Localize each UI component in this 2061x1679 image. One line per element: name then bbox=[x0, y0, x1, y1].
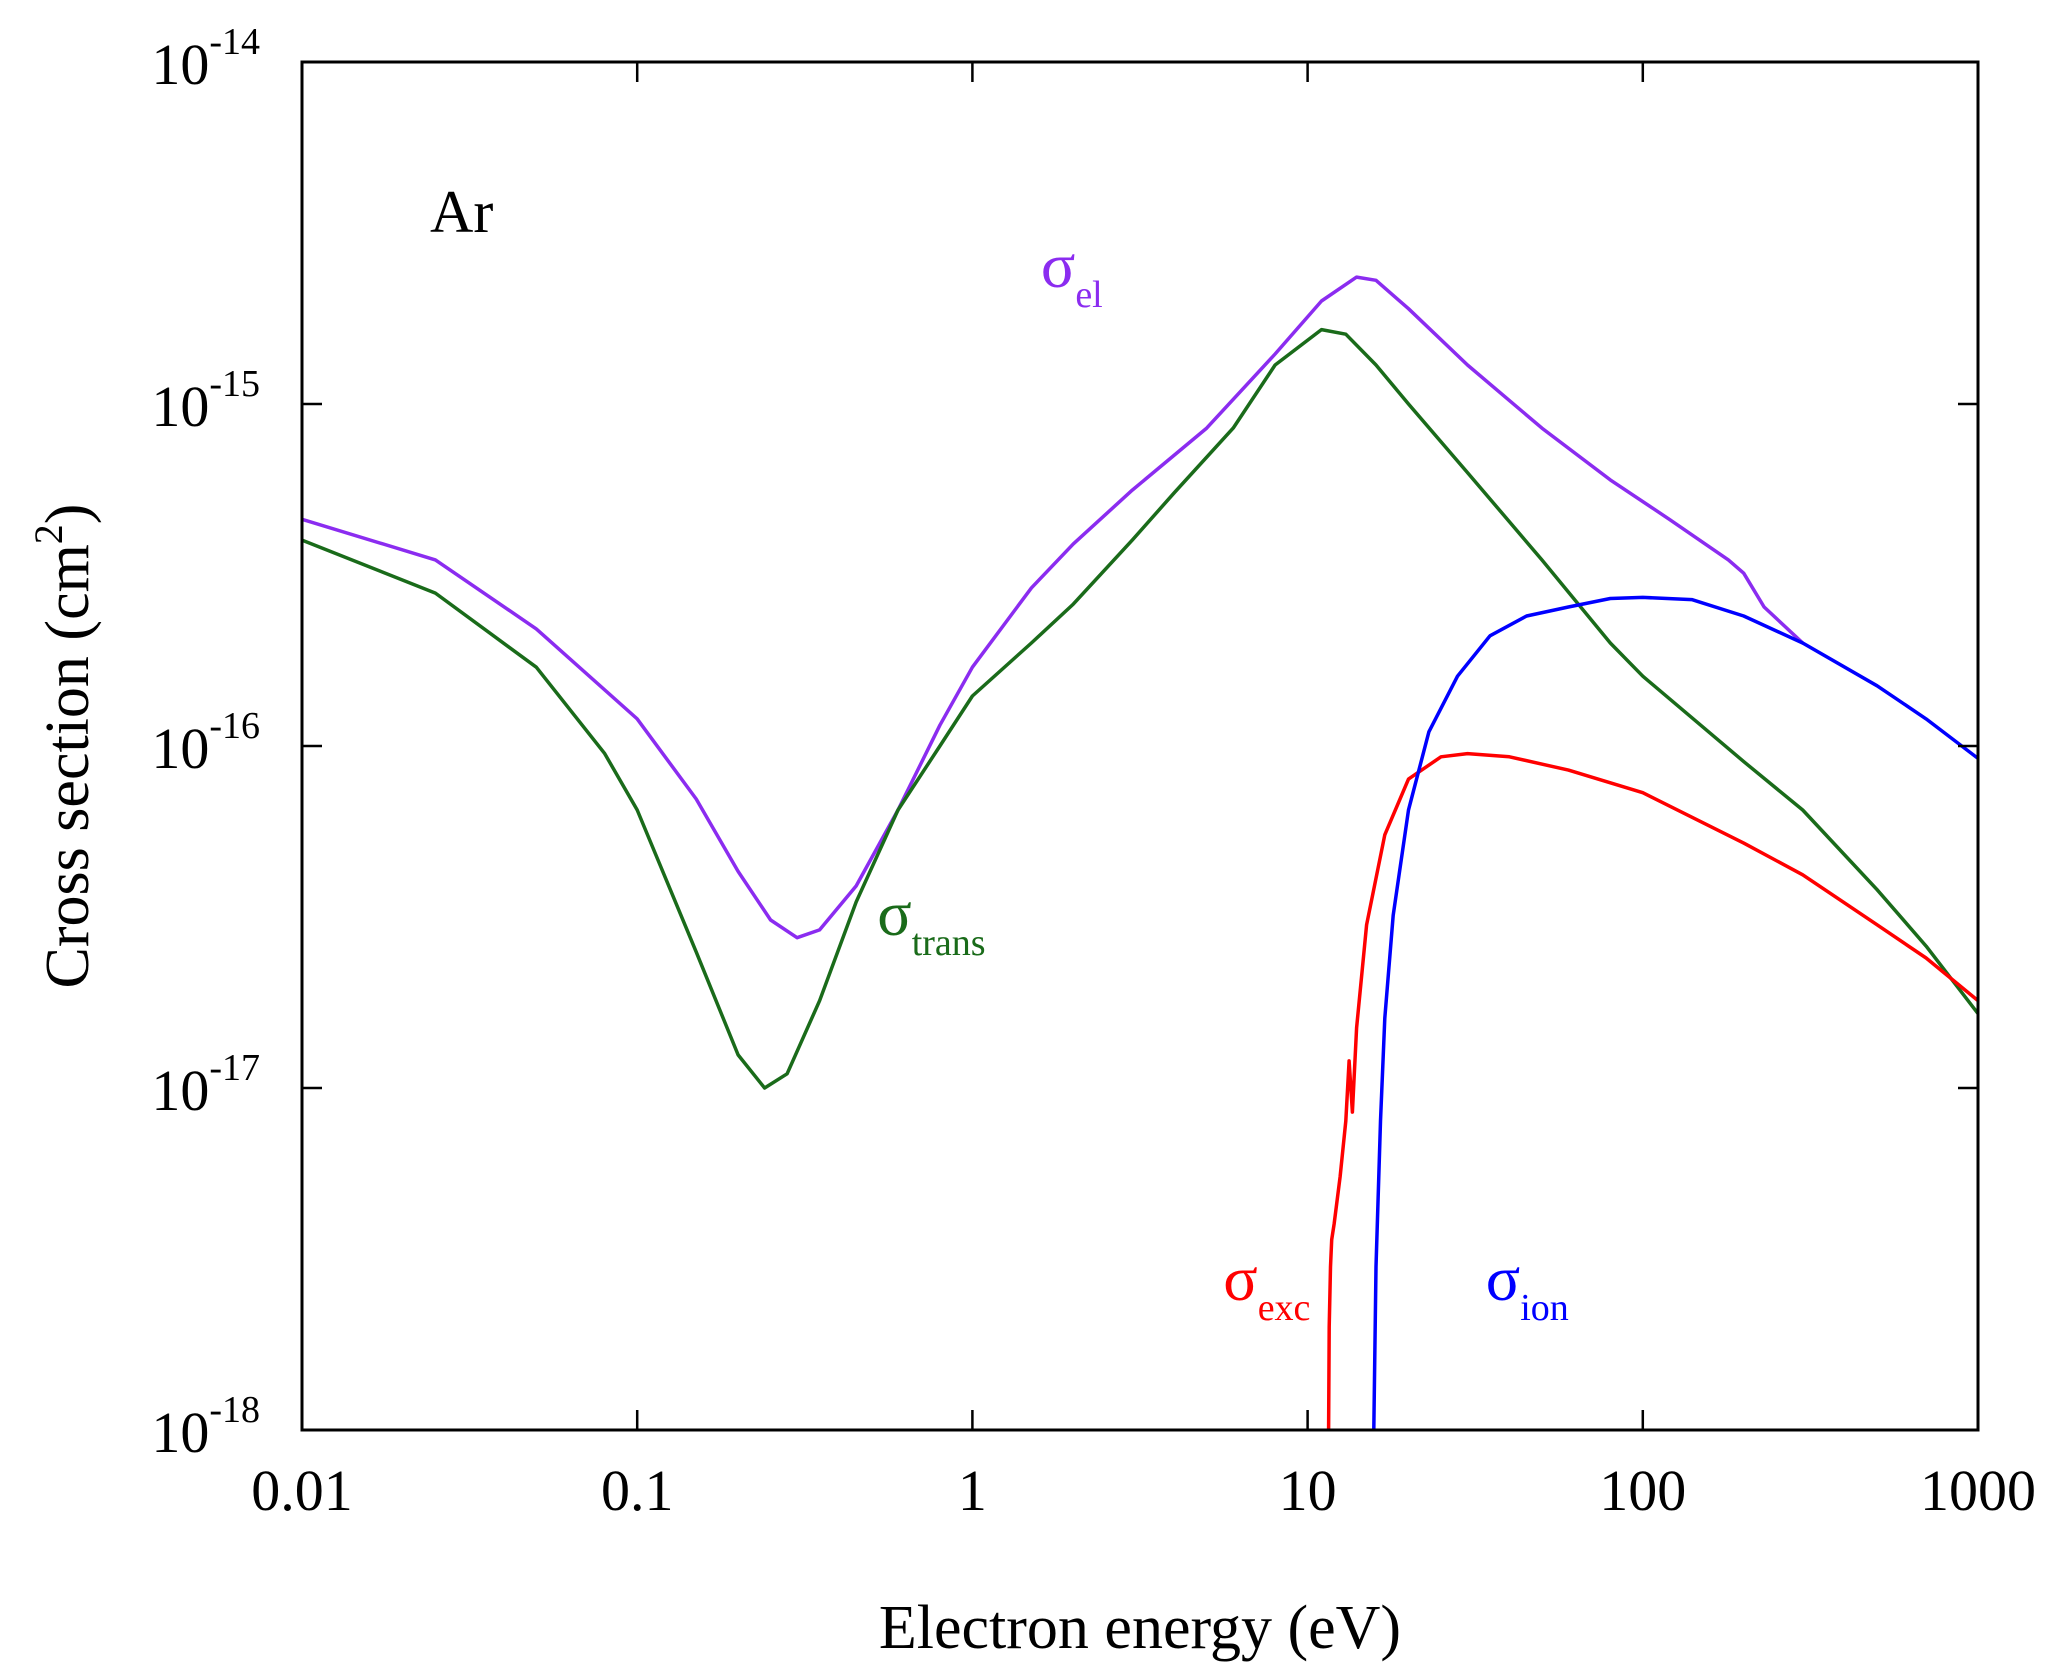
y-tick-label: 10-16 bbox=[151, 705, 260, 781]
y-tick-label: 10-15 bbox=[151, 363, 260, 439]
y-tick-exponent: -14 bbox=[209, 21, 260, 63]
x-tick-label: 0.1 bbox=[601, 1458, 674, 1523]
series-line-trans bbox=[302, 327, 1978, 1090]
y-tick-base: 10 bbox=[151, 716, 209, 781]
x-tick-label: 100 bbox=[1599, 1458, 1686, 1523]
series-label-ion: σion bbox=[1486, 1243, 1569, 1329]
y-tick-exponent: -18 bbox=[209, 1389, 260, 1431]
sigma-symbol: σ bbox=[1041, 230, 1076, 301]
x-tick-label: 1 bbox=[958, 1458, 987, 1523]
series-label-el: σel bbox=[1041, 230, 1103, 316]
x-tick-label: 0.01 bbox=[251, 1458, 353, 1523]
y-axis-title-close: ) bbox=[34, 504, 102, 525]
series-label-exc: σexc bbox=[1223, 1243, 1310, 1329]
gas-annotation: Ar bbox=[430, 179, 493, 245]
y-tick-base: 10 bbox=[151, 1058, 209, 1123]
series-lines bbox=[302, 275, 1978, 1430]
y-tick-base: 10 bbox=[151, 1400, 209, 1465]
series-subscript: ion bbox=[1520, 1287, 1569, 1329]
series-subscript: exc bbox=[1258, 1287, 1311, 1329]
y-axis-title-main: Cross section (cm bbox=[34, 544, 102, 988]
series-subscript: trans bbox=[912, 922, 986, 964]
series-line-el bbox=[302, 275, 1805, 940]
y-tick-exponent: -17 bbox=[209, 1047, 260, 1089]
y-axis-title-sup: 2 bbox=[26, 524, 71, 544]
y-tick-base: 10 bbox=[151, 32, 209, 97]
y-tick-base: 10 bbox=[151, 374, 209, 439]
sigma-symbol: σ bbox=[1223, 1243, 1258, 1314]
axis-ticks bbox=[302, 62, 1978, 1430]
y-tick-label: 10-17 bbox=[151, 1047, 260, 1123]
x-tick-label: 10 bbox=[1279, 1458, 1337, 1523]
x-axis-title: Electron energy (eV) bbox=[879, 1594, 1401, 1662]
series-line-ion bbox=[1372, 595, 1978, 1430]
y-tick-exponent: -16 bbox=[209, 705, 260, 747]
x-tick-labels: 0.01 0.1 1 10 100 1000 bbox=[251, 1458, 2036, 1523]
y-tick-label: 10-14 bbox=[151, 21, 260, 97]
series-subscript: el bbox=[1075, 274, 1102, 316]
sigma-symbol: σ bbox=[877, 878, 912, 949]
y-tick-exponent: -15 bbox=[209, 363, 260, 405]
x-tick-label: 1000 bbox=[1920, 1458, 2036, 1523]
y-axis-title: Cross section (cm2) bbox=[26, 504, 102, 989]
sigma-symbol: σ bbox=[1486, 1243, 1521, 1314]
series-line-exc bbox=[1326, 751, 1978, 1430]
y-tick-label: 10-18 bbox=[151, 1389, 260, 1465]
series-label-trans: σtrans bbox=[877, 878, 985, 964]
